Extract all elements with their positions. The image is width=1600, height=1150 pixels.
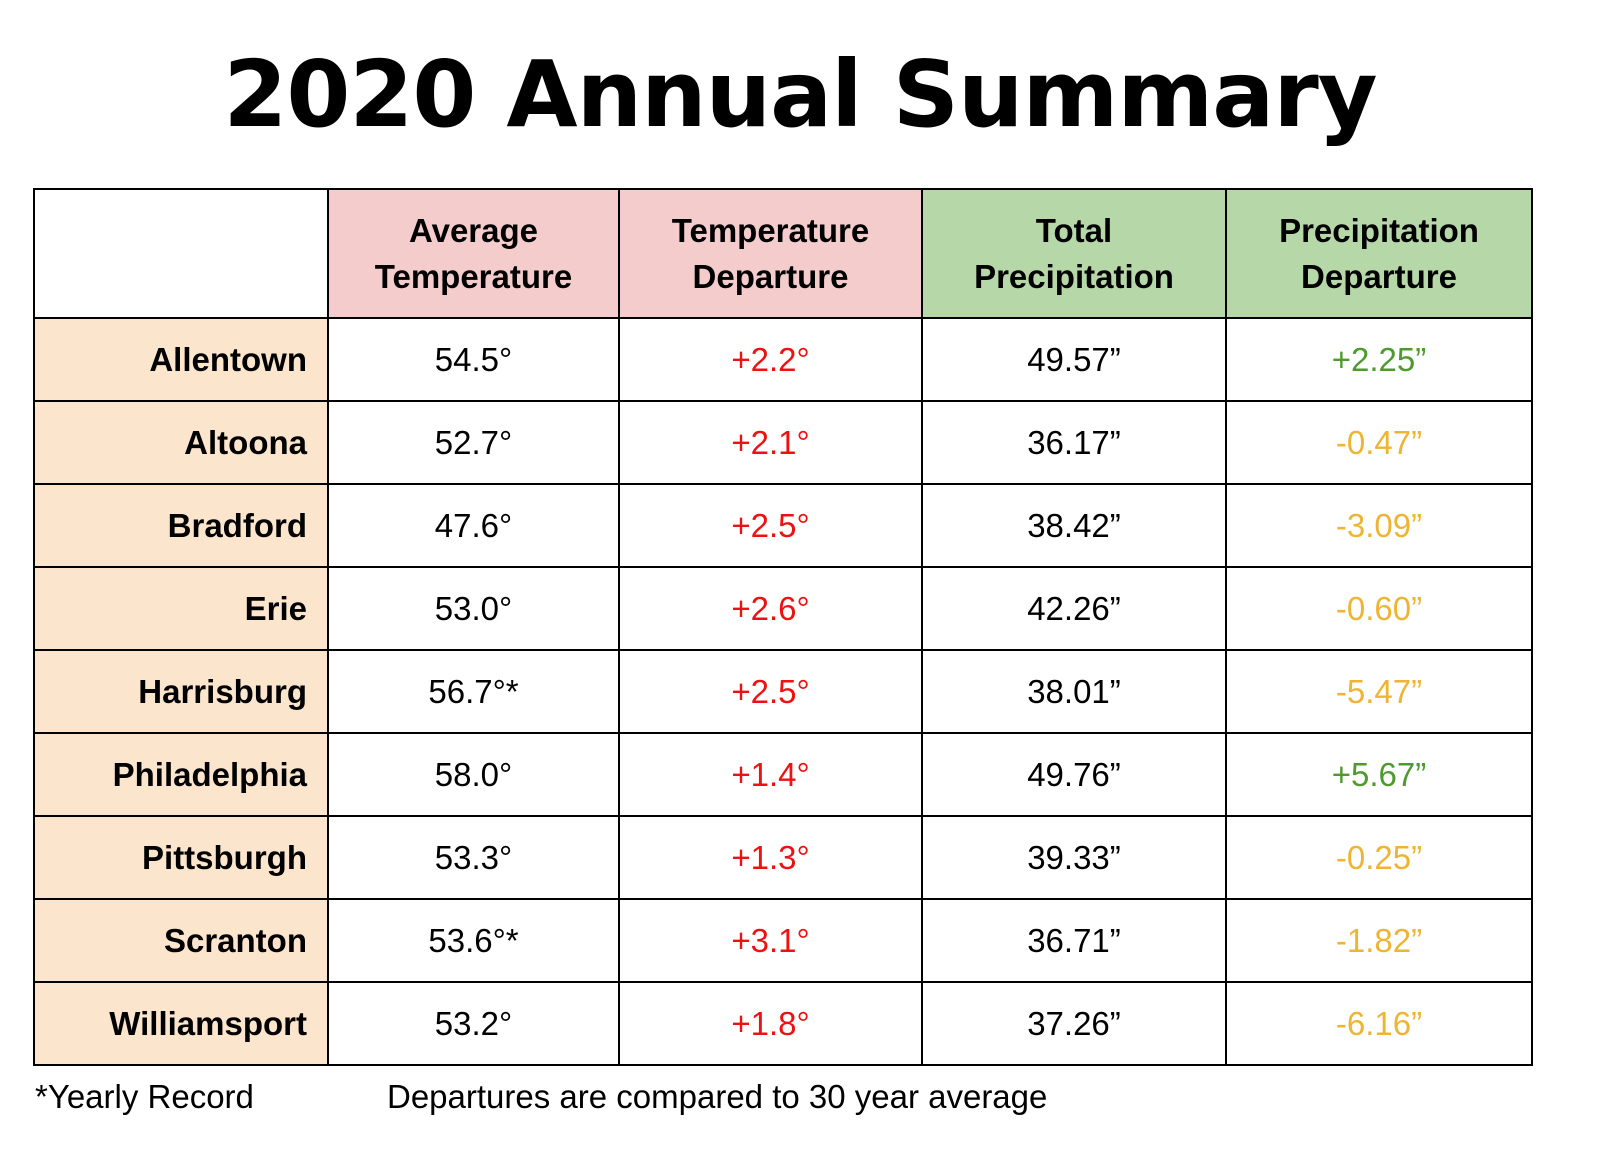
precipitation-departure-cell: -1.82” <box>1225 898 1533 983</box>
city-cell: Scranton <box>33 898 329 983</box>
precipitation-departure-cell: -0.25” <box>1225 815 1533 900</box>
city-cell: Erie <box>33 566 329 651</box>
city-cell: Williamsport <box>33 981 329 1066</box>
precipitation-departure-cell: -0.60” <box>1225 566 1533 651</box>
temperature-departure-cell: +1.8° <box>618 981 923 1066</box>
precipitation-departure-cell: +5.67” <box>1225 732 1533 817</box>
average-temperature-cell: 58.0° <box>327 732 620 817</box>
header-row: Average Temperature Temperature Departur… <box>33 188 1533 319</box>
precipitation-departure-cell: -6.16” <box>1225 981 1533 1066</box>
header-temperature-departure: Temperature Departure <box>618 188 923 319</box>
header-average-temperature: Average Temperature <box>327 188 620 319</box>
average-temperature-cell: 54.5° <box>327 317 620 402</box>
table-row: Williamsport 53.2° +1.8° 37.26” -6.16” <box>33 981 1533 1066</box>
table-row: Bradford 47.6° +2.5° 38.42” -3.09” <box>33 483 1533 568</box>
total-precipitation-cell: 49.76” <box>921 732 1227 817</box>
table-row: Altoona 52.7° +2.1° 36.17” -0.47” <box>33 400 1533 485</box>
average-temperature-cell: 53.6°* <box>327 898 620 983</box>
temperature-departure-cell: +2.6° <box>618 566 923 651</box>
temperature-departure-cell: +1.4° <box>618 732 923 817</box>
average-temperature-cell: 53.3° <box>327 815 620 900</box>
average-temperature-cell: 53.2° <box>327 981 620 1066</box>
total-precipitation-cell: 36.71” <box>921 898 1227 983</box>
temperature-departure-cell: +2.1° <box>618 400 923 485</box>
precipitation-departure-cell: -5.47” <box>1225 649 1533 734</box>
city-cell: Allentown <box>33 317 329 402</box>
precipitation-departure-cell: +2.25” <box>1225 317 1533 402</box>
table-row: Erie 53.0° +2.6° 42.26” -0.60” <box>33 566 1533 651</box>
record-footnote: *Yearly Record <box>35 1078 254 1115</box>
city-cell: Altoona <box>33 400 329 485</box>
temperature-departure-cell: +2.5° <box>618 649 923 734</box>
total-precipitation-cell: 42.26” <box>921 566 1227 651</box>
total-precipitation-cell: 37.26” <box>921 981 1227 1066</box>
header-total-precipitation: Total Precipitation <box>921 188 1227 319</box>
city-cell: Pittsburgh <box>33 815 329 900</box>
table-row: Allentown 54.5° +2.2° 49.57” +2.25” <box>33 317 1533 402</box>
city-cell: Philadelphia <box>33 732 329 817</box>
total-precipitation-cell: 39.33” <box>921 815 1227 900</box>
table-row: Harrisburg 56.7°* +2.5° 38.01” -5.47” <box>33 649 1533 734</box>
average-temperature-cell: 52.7° <box>327 400 620 485</box>
total-precipitation-cell: 49.57” <box>921 317 1227 402</box>
average-temperature-cell: 56.7°* <box>327 649 620 734</box>
table-row: Pittsburgh 53.3° +1.3° 39.33” -0.25” <box>33 815 1533 900</box>
summary-table: Average Temperature Temperature Departur… <box>33 188 1533 1066</box>
table-row: Philadelphia 58.0° +1.4° 49.76” +5.67” <box>33 732 1533 817</box>
city-cell: Harrisburg <box>33 649 329 734</box>
total-precipitation-cell: 38.42” <box>921 483 1227 568</box>
precipitation-departure-cell: -0.47” <box>1225 400 1533 485</box>
table-row: Scranton 53.6°* +3.1° 36.71” -1.82” <box>33 898 1533 983</box>
page-title: 2020 Annual Summary <box>223 41 1377 148</box>
table-body: Allentown 54.5° +2.2° 49.57” +2.25” Altoona 52… <box>33 317 1533 1066</box>
temperature-departure-cell: +1.3° <box>618 815 923 900</box>
temperature-departure-cell: +2.2° <box>618 317 923 402</box>
total-precipitation-cell: 36.17” <box>921 400 1227 485</box>
average-temperature-cell: 47.6° <box>327 483 620 568</box>
city-cell: Bradford <box>33 483 329 568</box>
precipitation-departure-cell: -3.09” <box>1225 483 1533 568</box>
temperature-departure-cell: +2.5° <box>618 483 923 568</box>
average-temperature-cell: 53.0° <box>327 566 620 651</box>
temperature-departure-cell: +3.1° <box>618 898 923 983</box>
header-empty-cell <box>33 188 329 319</box>
total-precipitation-cell: 38.01” <box>921 649 1227 734</box>
header-precipitation-departure: Precipitation Departure <box>1225 188 1533 319</box>
departure-footnote: Departures are compared to 30 year avera… <box>387 1078 1048 1115</box>
